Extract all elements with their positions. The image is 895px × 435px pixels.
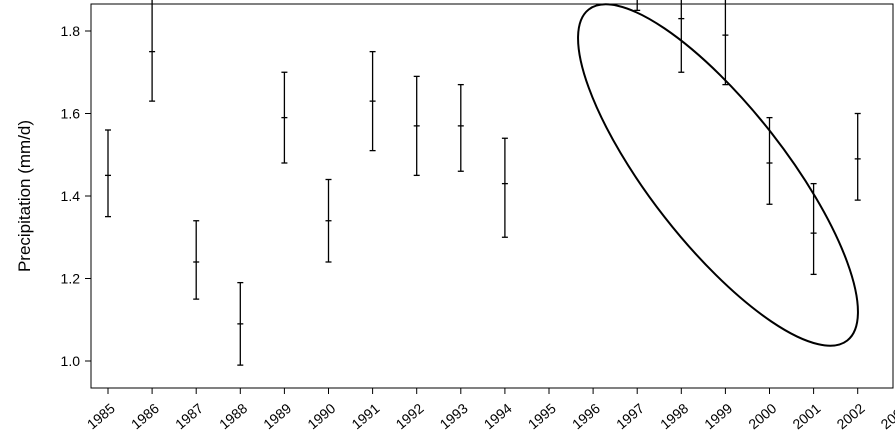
x-axis: 1985 1986 1987 1988 1989 1990 1991 1992 1993 1994… bbox=[84, 388, 895, 432]
x-tick-label: 1996 bbox=[569, 400, 603, 432]
x-tick-label: 1988 bbox=[216, 400, 250, 432]
error-bar-1997 bbox=[634, 0, 641, 12]
error-bar-1998 bbox=[678, 0, 685, 73]
error-bar-1986 bbox=[149, 0, 156, 102]
y-tick-label: 1.4 bbox=[61, 188, 81, 204]
x-tick-label: 2002 bbox=[833, 400, 867, 432]
error-bar-1985 bbox=[105, 129, 111, 218]
error-bar-1989 bbox=[281, 71, 288, 164]
x-tick-label: 2001 bbox=[789, 400, 823, 432]
x-tick-label: 1992 bbox=[392, 400, 426, 432]
y-tick-label: 1.8 bbox=[61, 23, 81, 39]
x-tick-label: 1987 bbox=[172, 400, 206, 432]
y-tick-label: 1.0 bbox=[61, 353, 81, 369]
error-bar-1990 bbox=[325, 178, 332, 263]
x-tick-label: 1991 bbox=[348, 400, 382, 432]
y-tick-label: 1.2 bbox=[61, 271, 81, 287]
x-tick-label: 1997 bbox=[613, 400, 647, 432]
x-tick-label: 2000 bbox=[745, 400, 779, 432]
y-tick-label: 1.6 bbox=[61, 106, 81, 122]
y-axis: 1.01.21.41.61.82.02.2 bbox=[61, 23, 91, 369]
error-bar-1993 bbox=[457, 83, 464, 172]
x-tick-label: 1993 bbox=[437, 400, 471, 432]
x-tick-label: 1999 bbox=[701, 400, 735, 432]
highlight-ellipse bbox=[577, 3, 859, 347]
error-bars bbox=[105, 0, 861, 366]
error-bar-1994 bbox=[501, 137, 508, 238]
error-bar-2001 bbox=[810, 182, 817, 276]
y-axis-title: Precipitation (mm/d) bbox=[15, 120, 34, 272]
x-tick-label: 1995 bbox=[525, 400, 559, 432]
error-bar-1999 bbox=[722, 0, 729, 86]
error-bar-1992 bbox=[413, 75, 420, 177]
error-bar-2002 bbox=[854, 112, 861, 201]
x-tick-label: 1998 bbox=[657, 400, 691, 432]
error-bar-1987 bbox=[193, 220, 200, 300]
x-tick-label: 1989 bbox=[260, 400, 294, 432]
error-bar-1991 bbox=[369, 50, 376, 152]
x-tick-label: 1990 bbox=[304, 400, 338, 432]
plot-frame bbox=[90, 3, 894, 389]
x-tick-label: 2003 bbox=[878, 400, 895, 432]
x-tick-label: 1994 bbox=[481, 400, 515, 432]
x-tick-label: 1986 bbox=[128, 400, 162, 432]
x-tick-label: 1985 bbox=[84, 400, 118, 432]
error-bar-1988 bbox=[237, 281, 244, 366]
